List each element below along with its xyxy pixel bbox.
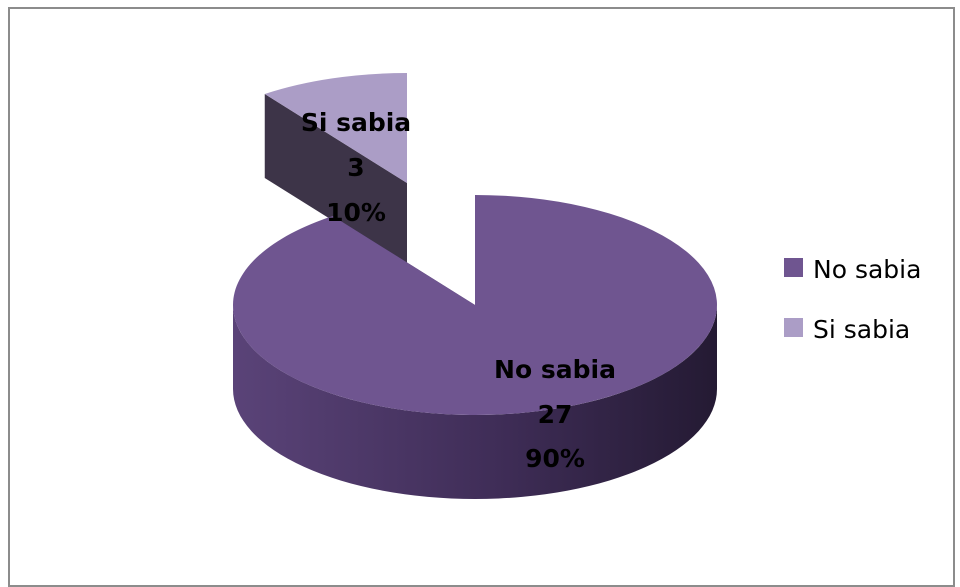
legend-swatch-si-sabia (784, 318, 803, 337)
slice-rim-no-sabia (233, 305, 717, 499)
legend: No sabia Si sabia (784, 255, 921, 344)
slice-top-si-sabia (264, 73, 407, 183)
slice-side-si-sabia (264, 94, 407, 267)
legend-label-no-sabia: No sabia (813, 255, 921, 284)
slice-label-si-sabia-value: 3 (347, 153, 364, 182)
slice-label-no-sabia-value: 27 (538, 400, 573, 429)
slice-label-si-sabia-percent: 10% (326, 198, 386, 227)
slice-top-no-sabia (232, 195, 717, 415)
slice-label-no-sabia-percent: 90% (525, 444, 585, 473)
legend-label-si-sabia: Si sabia (813, 315, 910, 344)
slice-label-si-sabia-name: Si sabia (301, 108, 411, 137)
slice-label-no-sabia-name: No sabia (494, 355, 616, 384)
legend-swatch-no-sabia (784, 258, 803, 277)
